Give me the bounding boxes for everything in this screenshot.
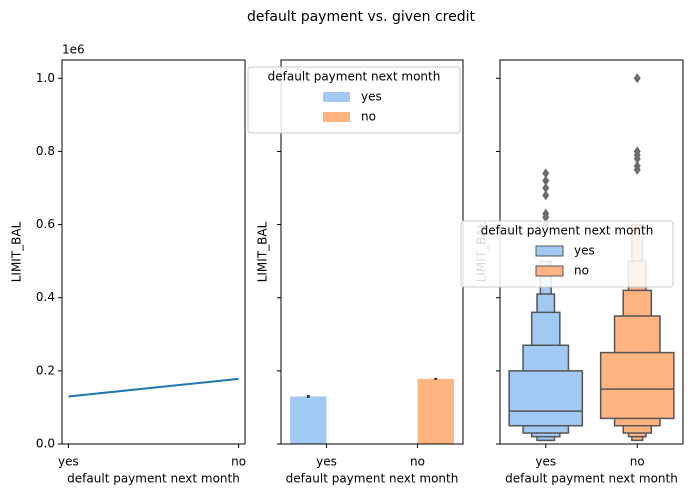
legend-swatch <box>535 265 564 277</box>
boxen-level <box>508 370 584 427</box>
x-tick-label: yes <box>316 455 337 469</box>
legend-swatch <box>535 245 564 257</box>
y-tick-label: 1.0 <box>36 71 55 85</box>
legend: default payment next month yes no <box>460 220 674 288</box>
x-axis-label: default payment next month <box>505 472 678 486</box>
x-tick-label: no <box>410 455 425 469</box>
x-tick-label: no <box>231 455 246 469</box>
y-tick-label: 0.6 <box>36 217 55 231</box>
x-tick-label: yes <box>58 455 79 469</box>
legend-box <box>460 220 674 288</box>
outlier <box>542 168 550 179</box>
outlier <box>633 164 641 175</box>
outlier <box>542 212 550 223</box>
bar <box>290 396 327 444</box>
legend-box <box>247 66 461 134</box>
legend-label: no <box>574 264 589 278</box>
x-tick-label: yes <box>535 455 556 469</box>
x-axis-label: default payment next month <box>67 472 240 486</box>
legend-title: default payment next month <box>481 224 654 238</box>
bar <box>417 378 454 444</box>
legend-label: no <box>361 110 376 124</box>
legend-swatch <box>323 92 350 102</box>
legend-label: yes <box>361 90 382 104</box>
y-tick-label: 0.4 <box>36 290 55 304</box>
boxen-level <box>599 351 675 420</box>
y-tick-label: 0.0 <box>36 437 55 451</box>
axes-frame <box>61 59 246 445</box>
outlier <box>542 183 550 193</box>
legend: default payment next month yes no <box>247 66 461 134</box>
outlier <box>542 175 550 186</box>
y-axis-label: LIMIT_BAL <box>10 221 24 282</box>
y-axis-label: LIMIT_BAL <box>256 221 270 282</box>
outlier <box>542 190 550 201</box>
legend-title: default payment next month <box>268 70 441 84</box>
y-tick-label: 0.2 <box>36 363 55 377</box>
outlier <box>633 73 641 84</box>
outlier <box>633 153 641 164</box>
legend-swatch <box>323 112 350 122</box>
legend-label: yes <box>574 244 595 258</box>
line <box>68 377 239 398</box>
x-axis-label: default payment next month <box>286 472 459 486</box>
y-tick-label: 0.8 <box>36 144 55 158</box>
x-tick-label: no <box>630 455 645 469</box>
figure-title: default payment vs. given credit <box>247 9 476 25</box>
y-offset-label: 1e6 <box>62 43 85 57</box>
